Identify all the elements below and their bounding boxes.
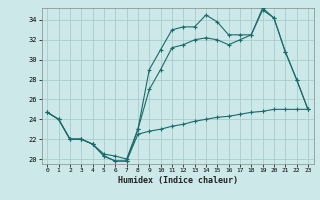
X-axis label: Humidex (Indice chaleur): Humidex (Indice chaleur): [118, 176, 237, 185]
